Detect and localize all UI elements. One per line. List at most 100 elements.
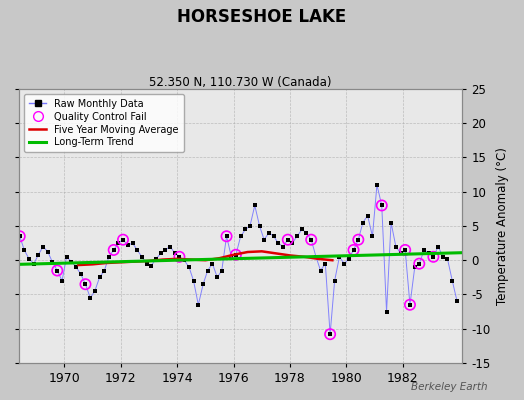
Point (283, 236, 292, 243)
Point (48, 259, 57, 266)
Point (406, 302, 414, 308)
Point (439, 254, 447, 260)
Point (350, 247, 358, 253)
Point (307, 236, 315, 243)
Text: Berkeley Earth: Berkeley Earth (411, 382, 487, 392)
Point (331, 278, 339, 284)
Point (105, 254, 113, 260)
Point (429, 254, 438, 260)
Point (119, 236, 127, 243)
Point (58, 278, 66, 284)
Point (114, 240, 123, 246)
Point (340, 260, 348, 267)
Point (72, 264, 80, 270)
Text: HORSESHOE LAKE: HORSESHOE LAKE (178, 8, 346, 26)
Point (411, 264, 419, 270)
Point (274, 240, 282, 246)
Point (138, 254, 146, 260)
Point (434, 243, 442, 250)
Point (194, 302, 203, 308)
Point (203, 267, 212, 274)
Point (143, 260, 151, 267)
Point (401, 247, 409, 253)
Point (67, 258, 75, 265)
Point (199, 281, 208, 288)
Point (368, 233, 377, 240)
Point (302, 230, 311, 236)
Point (335, 254, 344, 260)
Point (133, 247, 141, 253)
Point (110, 247, 118, 253)
Point (236, 233, 245, 240)
Point (364, 212, 372, 219)
Point (185, 264, 193, 270)
Point (232, 252, 240, 258)
Point (175, 254, 183, 260)
Point (260, 236, 268, 243)
Point (77, 271, 85, 277)
Point (453, 298, 461, 304)
Point (321, 260, 330, 267)
Point (213, 274, 222, 280)
Point (189, 278, 198, 284)
Point (232, 252, 240, 258)
Point (269, 233, 278, 240)
Point (81, 281, 90, 288)
Point (415, 260, 423, 267)
Point (20, 247, 28, 253)
Point (429, 254, 438, 260)
Point (171, 250, 179, 256)
Title: 52.350 N, 110.730 W (Canada): 52.350 N, 110.730 W (Canada) (149, 76, 332, 89)
Point (119, 236, 127, 243)
Point (246, 223, 254, 229)
Point (448, 278, 456, 284)
Point (265, 230, 273, 236)
Y-axis label: Temperature Anomaly (°C): Temperature Anomaly (°C) (496, 147, 509, 305)
Point (406, 302, 414, 308)
Point (91, 288, 99, 294)
Point (222, 233, 231, 240)
Point (401, 247, 409, 253)
Point (326, 331, 334, 338)
Point (378, 202, 386, 209)
Point (358, 219, 367, 226)
Point (424, 250, 433, 256)
Point (180, 257, 189, 264)
Point (95, 274, 104, 280)
Point (227, 254, 236, 260)
Point (415, 260, 423, 267)
Point (53, 267, 61, 274)
Point (208, 260, 216, 267)
Point (387, 219, 395, 226)
Point (391, 243, 400, 250)
Point (345, 256, 353, 262)
Point (81, 281, 90, 288)
Point (124, 242, 132, 248)
Point (312, 254, 320, 260)
Point (241, 226, 249, 233)
Point (443, 256, 452, 262)
Point (147, 262, 156, 269)
Point (250, 202, 259, 209)
Point (217, 267, 226, 274)
Point (383, 308, 391, 315)
Point (175, 254, 183, 260)
Point (39, 243, 47, 250)
Point (350, 247, 358, 253)
Point (34, 252, 42, 258)
Point (44, 249, 52, 255)
Point (166, 243, 174, 250)
Point (86, 295, 94, 301)
Point (152, 256, 160, 262)
Point (62, 254, 71, 260)
Point (354, 236, 363, 243)
Point (16, 233, 24, 240)
Point (53, 267, 61, 274)
Point (316, 267, 325, 274)
Point (25, 256, 33, 262)
Point (30, 260, 38, 267)
Legend: Raw Monthly Data, Quality Control Fail, Five Year Moving Average, Long-Term Tren: Raw Monthly Data, Quality Control Fail, … (24, 94, 183, 152)
Point (288, 240, 297, 246)
Point (307, 236, 315, 243)
Point (326, 331, 334, 338)
